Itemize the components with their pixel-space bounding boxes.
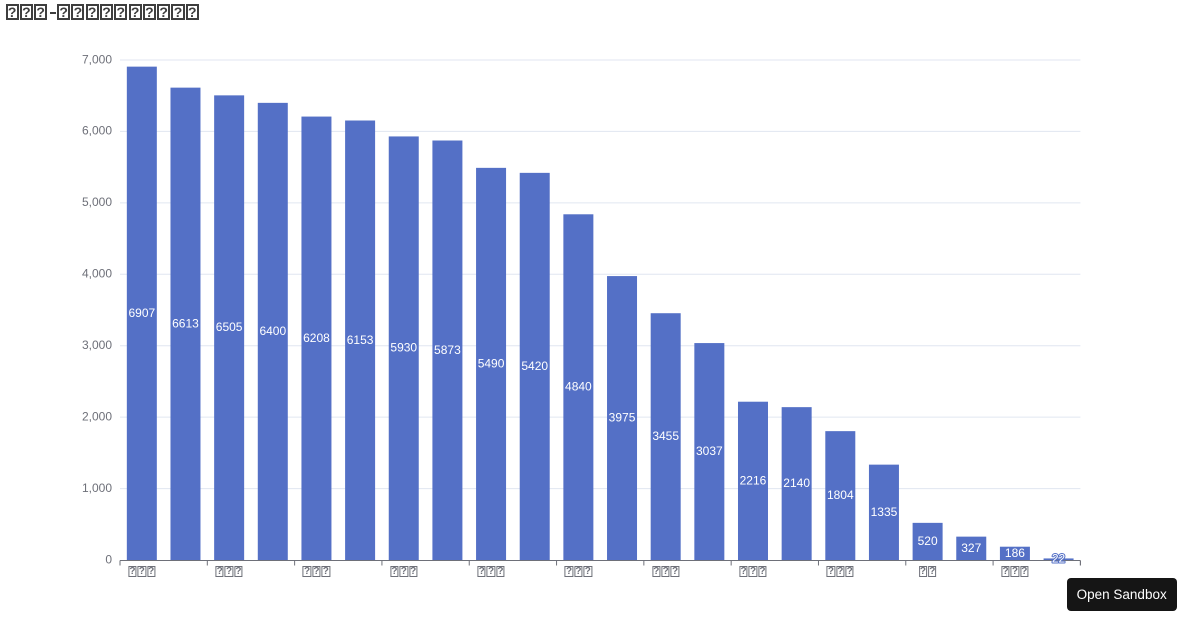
svg-text:2,000: 2,000 [82, 409, 112, 423]
svg-text:1804: 1804 [827, 488, 854, 502]
svg-text:4,000: 4,000 [82, 267, 112, 281]
svg-text:6400: 6400 [259, 324, 286, 338]
svg-text:0: 0 [105, 552, 112, 566]
svg-text:3455: 3455 [652, 429, 679, 443]
svg-text:1,000: 1,000 [82, 481, 112, 495]
svg-text:4840: 4840 [565, 380, 592, 394]
svg-text:6153: 6153 [347, 333, 374, 347]
svg-text:520: 520 [918, 534, 938, 548]
svg-text:6208: 6208 [303, 331, 330, 345]
svg-text:1335: 1335 [871, 505, 898, 519]
svg-text:5873: 5873 [434, 343, 461, 357]
svg-text:5,000: 5,000 [82, 195, 112, 209]
svg-text:3975: 3975 [609, 411, 636, 425]
svg-text:22: 22 [1052, 552, 1066, 566]
svg-text:327: 327 [961, 541, 981, 555]
svg-text:6505: 6505 [216, 320, 243, 334]
svg-text:5420: 5420 [521, 359, 548, 373]
svg-text:6907: 6907 [128, 306, 155, 320]
svg-text:6,000: 6,000 [82, 124, 112, 138]
svg-text:2140: 2140 [783, 476, 810, 490]
svg-text:2216: 2216 [740, 473, 767, 487]
svg-text:5930: 5930 [390, 341, 417, 355]
svg-text:5490: 5490 [478, 356, 505, 370]
svg-text:3037: 3037 [696, 444, 723, 458]
svg-text:6613: 6613 [172, 316, 199, 330]
svg-text:7,000: 7,000 [82, 52, 112, 66]
svg-text:3,000: 3,000 [82, 338, 112, 352]
svg-text:186: 186 [1005, 546, 1025, 560]
